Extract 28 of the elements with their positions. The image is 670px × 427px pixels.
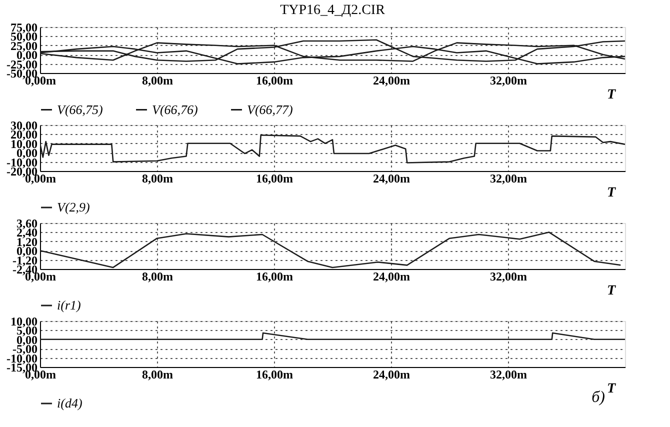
x-axis-title: T [606, 186, 617, 200]
x-tick-label: 24,00m [373, 74, 410, 88]
x-tick-label: 8,00m [142, 74, 173, 88]
text: б) [592, 389, 605, 406]
chart-title: TYP16_4_Д2.CIR [280, 3, 386, 18]
legend-label: V(66,76) [152, 102, 198, 117]
x-tick-label: 16,00m [256, 74, 293, 88]
text: i(d4) [57, 396, 82, 410]
legend-label: V(66,75) [57, 102, 103, 117]
legend-label: V(66,77) [247, 102, 293, 117]
legend-label: i(r1) [57, 298, 81, 312]
x-axis-title: T [606, 88, 617, 102]
x-axis-title: T [606, 382, 617, 396]
x-axis-title: T [606, 284, 617, 298]
text: V(2,9) [57, 200, 90, 214]
x-tick-label: 32,00m [490, 74, 527, 88]
x-tick-label: 32,00m [490, 270, 527, 284]
x-tick-label: 24,00m [373, 368, 410, 382]
x-tick-label: 16,00m [256, 368, 293, 382]
x-tick-label: 24,00m [373, 270, 410, 284]
x-tick-label: 8,00m [142, 172, 173, 186]
x-tick-label: 32,00m [490, 368, 527, 382]
x-tick-label: 32,00m [490, 172, 527, 186]
x-tick-label: 16,00m [256, 172, 293, 186]
x-tick-label: 24,00m [373, 172, 410, 186]
x-tick-label: 16,00m [256, 270, 293, 284]
x-tick-label: 8,00m [142, 270, 173, 284]
x-tick-label: 8,00m [142, 368, 173, 382]
